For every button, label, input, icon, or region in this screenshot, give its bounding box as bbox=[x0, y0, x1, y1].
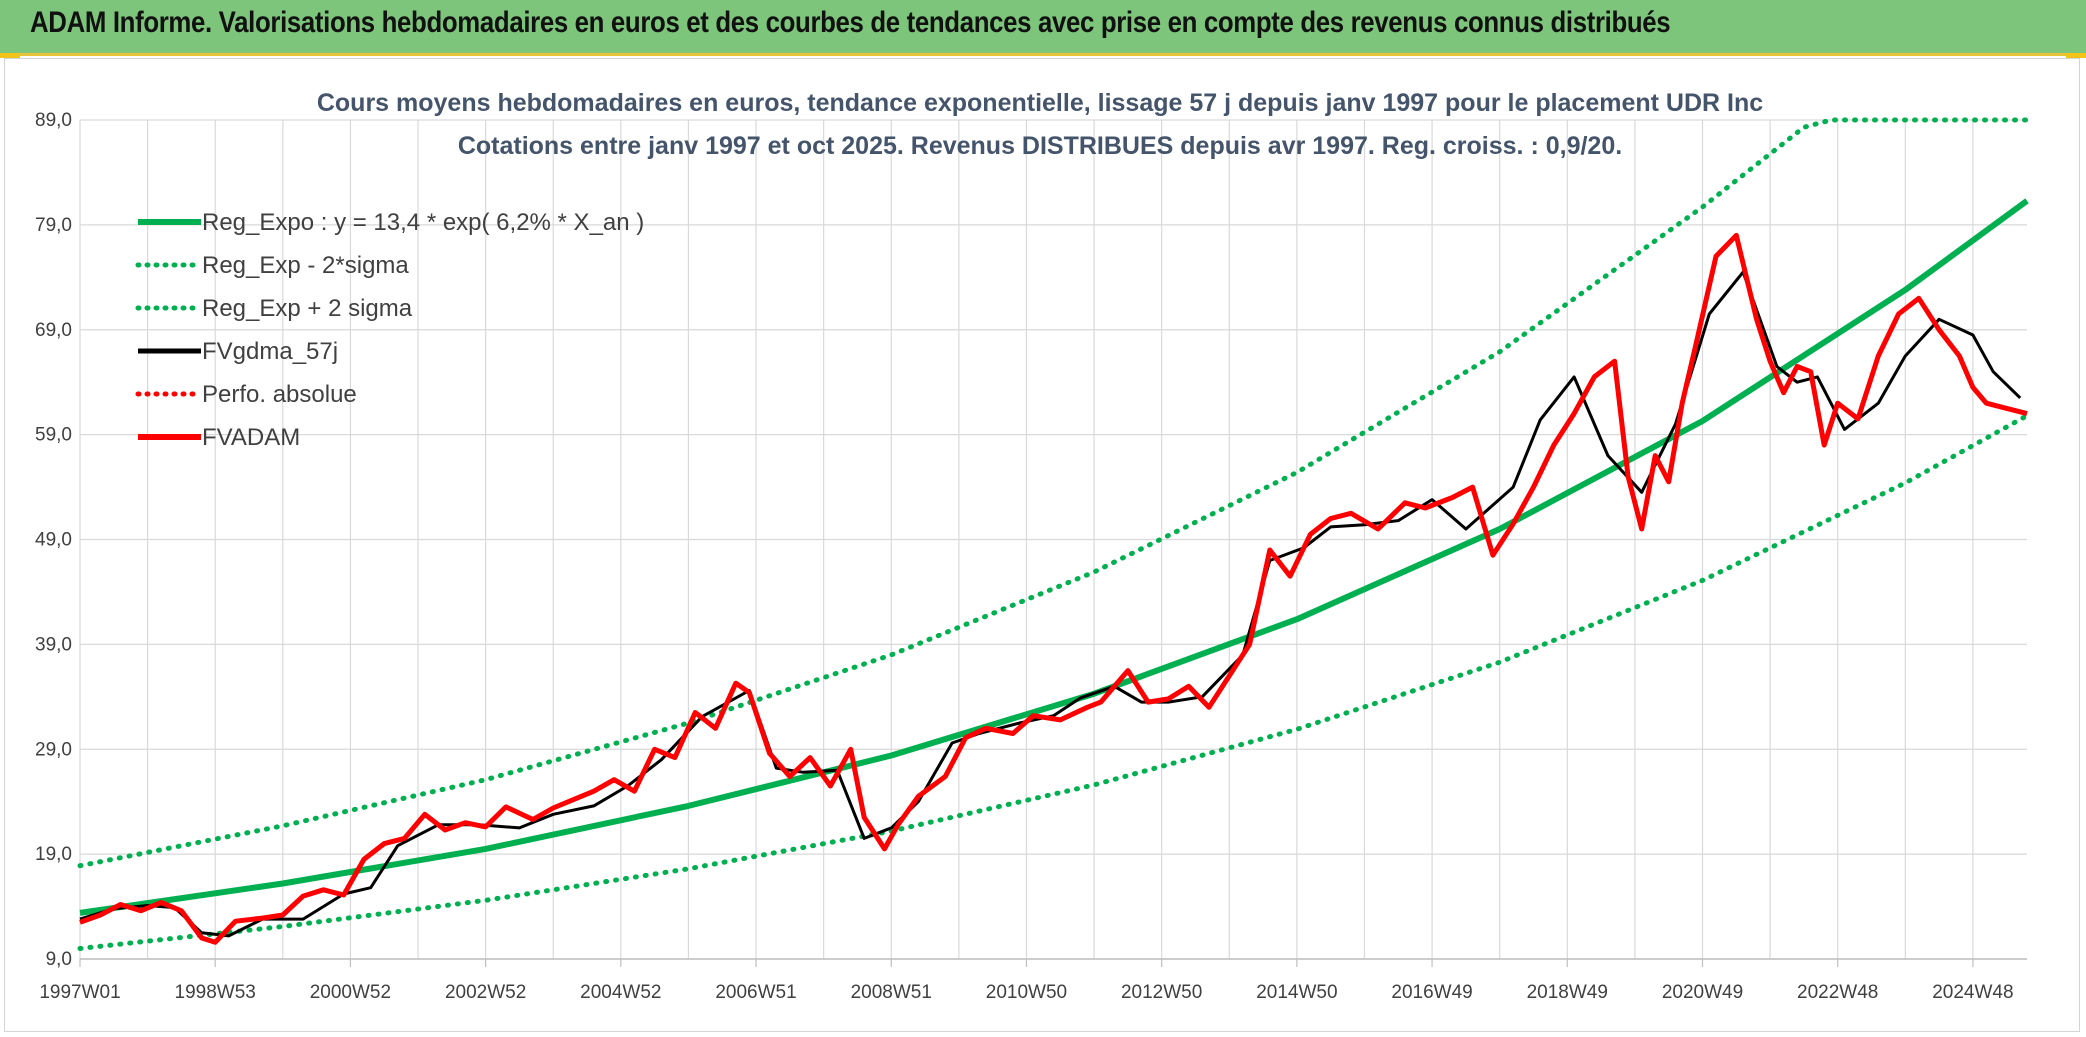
y-tick-label: 29,0 bbox=[35, 739, 72, 760]
series-fvadam bbox=[79, 232, 2028, 945]
legend-label: Reg_Exp + 2 sigma bbox=[202, 295, 413, 322]
corner-accent-left bbox=[0, 53, 20, 58]
x-tick-label: 2000W52 bbox=[310, 982, 391, 1003]
y-tick-label: 59,0 bbox=[35, 425, 72, 446]
axes: 89,0 79,0 69,0 59,0 49,0 39,0 29,0 19,0 9,0 1997W… bbox=[35, 110, 2027, 1003]
x-tick-label: 2008W51 bbox=[851, 982, 932, 1003]
legend-label: Reg_Expo : y = 13,4 * exp( 6,2% * X_an ) bbox=[202, 209, 644, 236]
x-tick-label: 2002W52 bbox=[445, 982, 526, 1003]
x-tick-label: 2024W48 bbox=[1932, 982, 2013, 1003]
series bbox=[77, 117, 2030, 951]
grid-lines bbox=[79, 119, 2027, 960]
y-tick-label: 9,0 bbox=[46, 949, 72, 970]
series-reg-minus-2sigma bbox=[77, 413, 2030, 951]
x-tick-label: 2004W52 bbox=[580, 982, 661, 1003]
x-tick-label: 2022W48 bbox=[1797, 982, 1878, 1003]
legend: Reg_Expo : y = 13,4 * exp( 6,2% * X_an )… bbox=[135, 209, 644, 451]
series-fvgdma-57j bbox=[79, 270, 2022, 938]
y-tick-label: 79,0 bbox=[35, 215, 72, 236]
y-tick-label: 39,0 bbox=[35, 634, 72, 655]
legend-label: FVgdma_57j bbox=[202, 338, 338, 365]
y-tick-label: 89,0 bbox=[35, 110, 72, 131]
x-tick-label: 2014W50 bbox=[1256, 982, 1337, 1003]
report-title: ADAM Informe. Valorisations hebdomadaire… bbox=[30, 6, 1671, 39]
legend-label: Perfo. absolue bbox=[202, 381, 357, 408]
legend-label: Reg_Exp - 2*sigma bbox=[202, 252, 409, 279]
header-banner: ADAM Informe. Valorisations hebdomadaire… bbox=[0, 0, 2086, 56]
x-tick-label: 2012W50 bbox=[1121, 982, 1202, 1003]
y-tick-label: 69,0 bbox=[35, 320, 72, 341]
series-reg-plus-2sigma bbox=[77, 117, 2030, 869]
corner-accent-right bbox=[2066, 53, 2086, 58]
x-tick-label: 1997W01 bbox=[39, 982, 120, 1003]
legend-label: FVADAM bbox=[202, 424, 300, 451]
chart-title-line2: Cotations entre janv 1997 et oct 2025. R… bbox=[458, 132, 1622, 160]
x-tick-label: 1998W53 bbox=[175, 982, 256, 1003]
x-tick-label: 2010W50 bbox=[986, 982, 1067, 1003]
chart-title-line1: Cours moyens hebdomadaires en euros, ten… bbox=[317, 89, 1763, 117]
x-tick-label: 2020W49 bbox=[1662, 982, 1743, 1003]
x-tick-label: 2006W51 bbox=[715, 982, 796, 1003]
x-tick-label: 2018W49 bbox=[1527, 982, 1608, 1003]
chart-frame bbox=[4, 58, 2080, 1032]
x-tick-label: 2016W49 bbox=[1391, 982, 1472, 1003]
y-tick-label: 19,0 bbox=[35, 844, 72, 865]
y-tick-label: 49,0 bbox=[35, 530, 72, 551]
